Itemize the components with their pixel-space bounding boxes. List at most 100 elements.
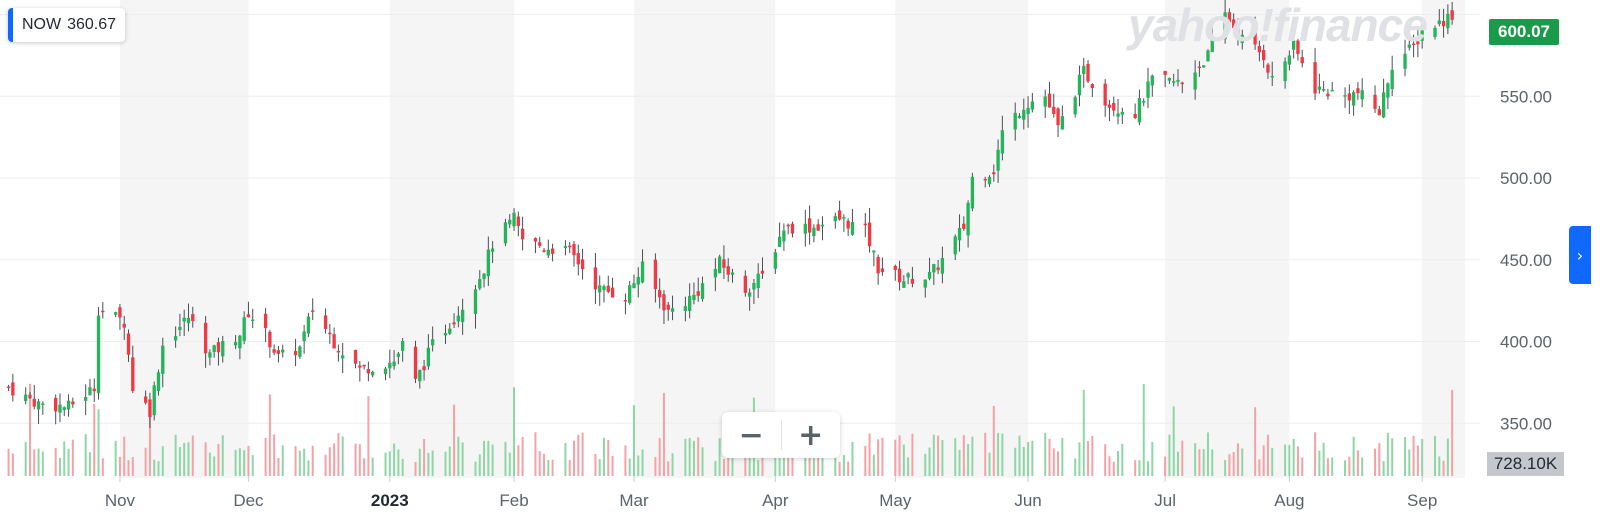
candle-body — [1386, 83, 1390, 98]
x-axis: Nov Dec 2023 Feb Mar Apr May Jun Jul Aug Sep — [105, 476, 1437, 510]
candle-body — [1210, 39, 1214, 52]
candle-body — [773, 252, 778, 269]
volume-bar — [911, 433, 914, 476]
volume-bar — [1142, 383, 1145, 476]
candle-body — [1047, 93, 1052, 108]
candle-body — [628, 285, 632, 303]
expand-panel-button[interactable]: › — [1569, 226, 1591, 284]
candle-body — [837, 210, 842, 220]
candle-body — [178, 326, 182, 331]
volume-bar — [1232, 452, 1235, 476]
volume-bar — [1134, 460, 1137, 476]
volume-bar — [423, 439, 426, 476]
volume-bar — [1211, 449, 1214, 476]
candle-body — [1056, 108, 1060, 126]
volume-bar — [654, 456, 657, 476]
candle-body — [1377, 109, 1381, 116]
volume-bar — [1052, 448, 1055, 476]
candle-body — [658, 290, 662, 298]
candle-body — [400, 340, 405, 352]
candle-body — [692, 294, 696, 301]
volume-bar — [838, 461, 841, 476]
candle-body — [632, 283, 636, 289]
candle-body — [1227, 12, 1232, 23]
volume-bar — [1048, 438, 1051, 476]
candle-body — [358, 365, 362, 368]
candle-body — [726, 266, 730, 275]
candle-body — [508, 219, 512, 225]
compare-symbol-box[interactable]: NOW 360.67 — [8, 8, 126, 42]
month-band — [895, 0, 1029, 478]
volume-bar — [444, 451, 447, 476]
candle-body — [1407, 44, 1411, 48]
volume-bar — [208, 452, 211, 476]
x-tick-label: Nov — [105, 491, 136, 510]
candle-body — [850, 221, 855, 235]
volume-bar — [307, 460, 310, 476]
candle-body — [803, 223, 807, 234]
candle-body — [807, 218, 812, 233]
volume-bar — [1434, 435, 1437, 476]
volume-bar — [1236, 443, 1239, 476]
volume-bar — [804, 449, 807, 476]
volume-bar — [1194, 443, 1197, 476]
candle-body — [1202, 65, 1206, 68]
candle-body — [747, 292, 752, 297]
candle-body — [897, 268, 902, 283]
volume-bar — [984, 432, 987, 476]
volume-bar — [174, 434, 177, 476]
candle-body — [71, 401, 75, 405]
volume-bar — [1082, 389, 1085, 476]
zoom-out-button[interactable]: − — [722, 412, 781, 458]
candle-body — [696, 291, 700, 296]
candle-body — [233, 342, 238, 346]
candle-body — [962, 223, 966, 229]
volume-bar — [997, 432, 1000, 476]
candle-body — [867, 222, 872, 247]
volume-bar — [1446, 438, 1449, 476]
candle-body — [1120, 112, 1124, 115]
volume-bars — [7, 383, 1454, 476]
volume-bar — [273, 434, 276, 476]
candle-body — [1107, 104, 1112, 108]
candle-body — [41, 403, 45, 405]
volume-bar — [1087, 441, 1090, 476]
candle-body — [953, 236, 957, 255]
candle-body — [1257, 45, 1262, 53]
volume-bar — [97, 409, 100, 476]
volume-bar — [24, 441, 27, 476]
candle-body — [246, 314, 251, 318]
candle-body — [1193, 72, 1197, 90]
volume-bar — [148, 401, 151, 476]
volume-bar — [123, 436, 126, 476]
zoom-in-button[interactable]: + — [782, 412, 841, 458]
candle-body — [1163, 70, 1167, 75]
candle-body — [987, 176, 992, 185]
volume-bar — [1386, 432, 1389, 476]
volume-bar — [384, 452, 387, 476]
volume-bar — [1284, 444, 1287, 476]
volume-bar — [397, 449, 400, 476]
candle-body — [863, 223, 867, 226]
candle-body — [880, 268, 885, 272]
candle-body — [1330, 89, 1334, 92]
candle-body — [1086, 63, 1090, 82]
volume-bar — [93, 403, 96, 476]
month-bands — [0, 0, 1465, 478]
volume-bar — [63, 441, 66, 476]
volume-bar — [157, 461, 160, 476]
volume-bar — [1322, 442, 1325, 476]
x-tick-label: 2023 — [371, 491, 409, 510]
volume-bar — [1014, 447, 1017, 476]
volume-bar — [178, 447, 181, 476]
candle-body — [1270, 76, 1274, 78]
volume-bar — [1241, 448, 1244, 476]
candle-body — [790, 223, 795, 234]
candle-body — [422, 366, 426, 371]
x-tick-label: Feb — [499, 491, 528, 510]
candle-body — [1411, 43, 1416, 46]
candle-body — [538, 242, 542, 246]
candle-body — [302, 331, 306, 342]
volume-bar — [1022, 447, 1025, 476]
